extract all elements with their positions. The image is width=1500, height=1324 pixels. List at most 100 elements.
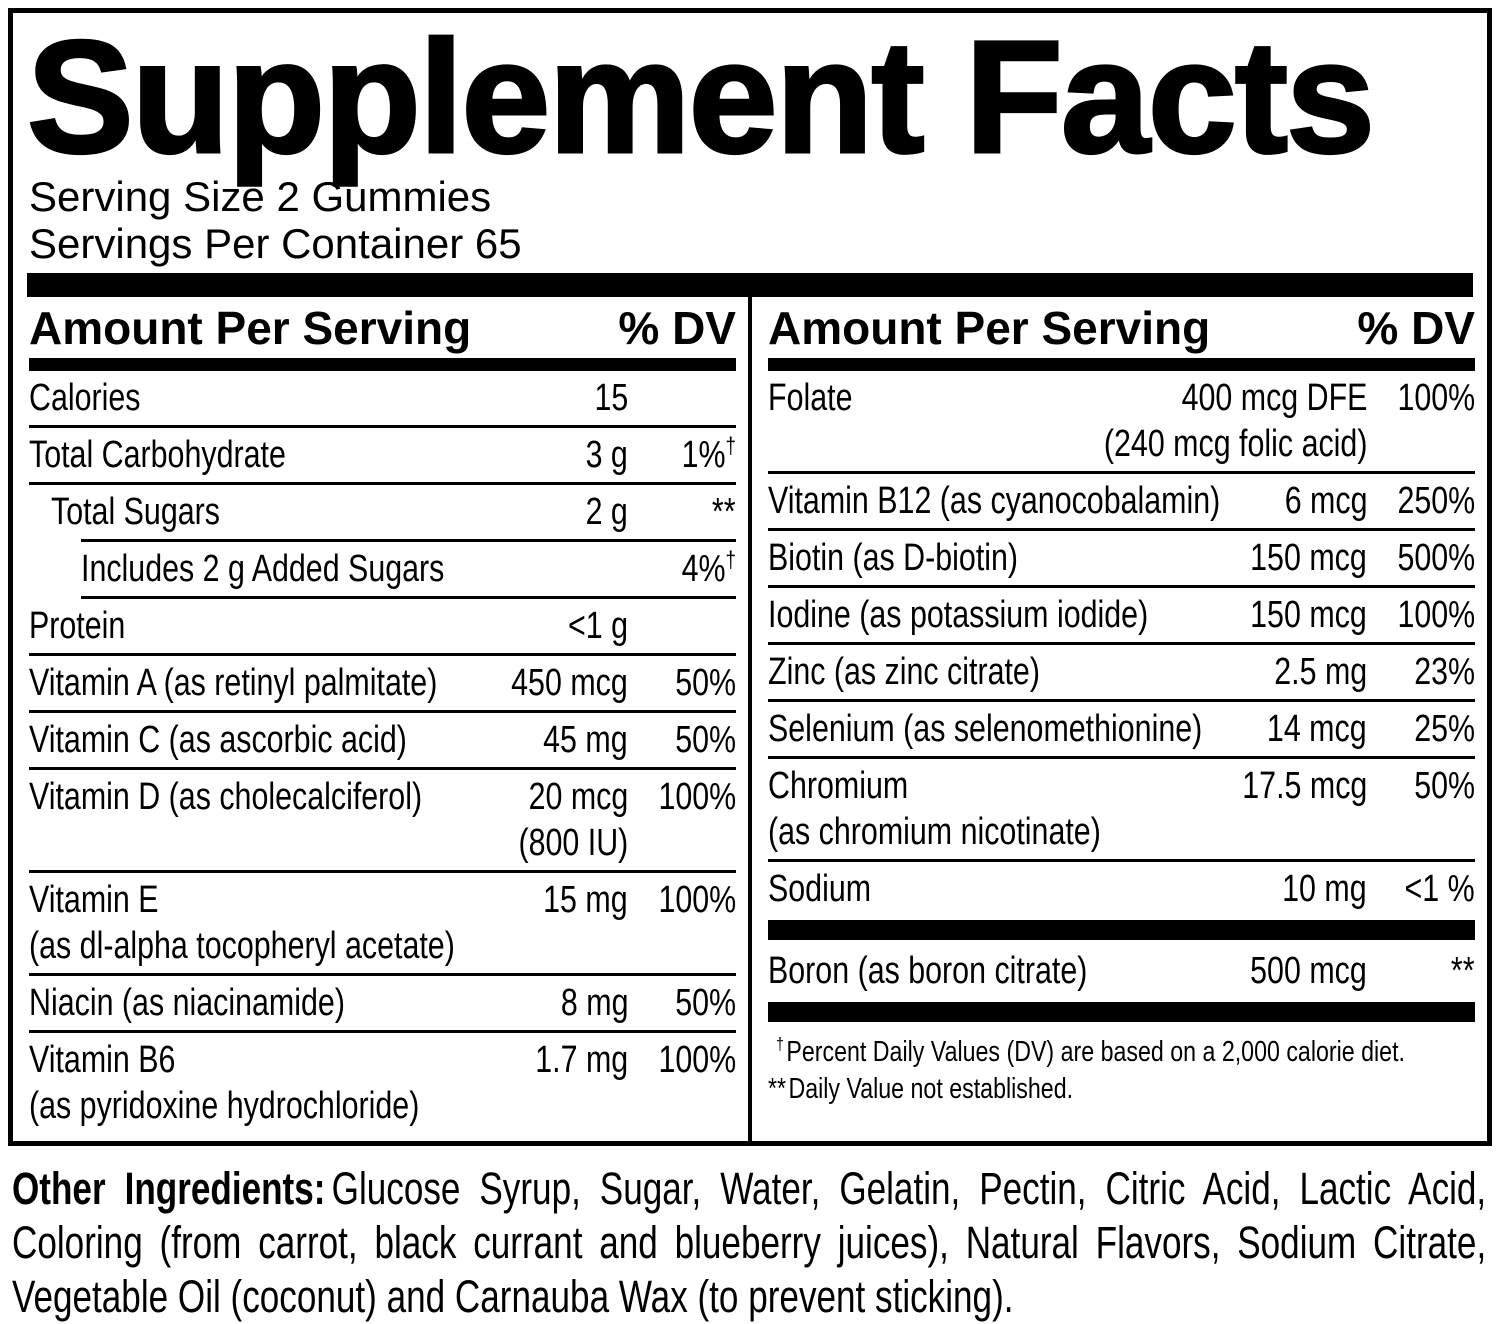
nutrient-dv: 50%: [1414, 765, 1475, 807]
row-vitamin-b12: Vitamin B12 (as cyanocobalamin) 6 mcg 25…: [768, 474, 1475, 528]
row-protein: Protein <1 g: [29, 599, 736, 653]
row-folate: Folate 400 mcg DFE (240 mcg folic acid) …: [768, 371, 1475, 471]
row-divider: [768, 756, 1475, 759]
row-vitamin-c: Vitamin C (as ascorbic acid) 45 mg 50%: [29, 713, 736, 767]
nutrient-amount: 500 mcg: [1250, 950, 1367, 992]
row-sodium: Sodium 10 mg <1 %: [768, 862, 1475, 916]
nutrient-amount: 10 mg: [1282, 868, 1368, 910]
nutrient-name: Biotin (as D-biotin): [768, 537, 1019, 579]
nutrient-amount: 6 mcg: [1284, 480, 1367, 522]
nutrient-dv: 50%: [675, 982, 736, 1024]
nutrient-name: Total Carbohydrate: [29, 434, 286, 476]
nutrient-amount: 14 mcg: [1267, 708, 1367, 750]
top-section-bar: [27, 273, 1473, 297]
nutrient-amount: 15: [594, 377, 628, 419]
nutrient-name: Niacin (as niacinamide): [29, 982, 345, 1024]
amount-per-serving-label: Amount Per Serving: [768, 302, 1211, 354]
row-divider: [768, 642, 1475, 645]
nutrient-dv: 100%: [658, 1039, 736, 1081]
nutrient-dv: 100%: [1397, 377, 1475, 419]
dv-label: % DV: [1357, 302, 1475, 354]
row-added-sugars: Includes 2 g Added Sugars 4%†: [29, 542, 736, 596]
nutrient-dv: 100%: [1397, 594, 1475, 636]
nutrient-amount: 150 mcg: [1250, 537, 1367, 579]
row-total-carbohydrate: Total Carbohydrate 3 g 1%†: [29, 428, 736, 482]
row-calories: Calories 15: [29, 371, 736, 425]
panel-title: Supplement Facts: [26, 7, 1377, 186]
nutrient-amount: 8 mg: [560, 982, 628, 1024]
nutrient-name: Zinc (as zinc citrate): [768, 651, 1040, 693]
nutrient-dv: 50%: [675, 719, 736, 761]
other-ingredients: Other Ingredients: Glucose Syrup, Sugar, …: [12, 1162, 1486, 1324]
nutrient-amount: 450 mcg: [511, 662, 628, 704]
nutrient-dv: **: [1451, 950, 1475, 992]
column-left: Amount Per Serving % DV Calories 15: [13, 297, 748, 1141]
row-divider: [768, 699, 1475, 702]
nutrient-name-detail: (as chromium nicotinate): [768, 811, 1101, 853]
row-divider: [29, 425, 736, 428]
supplement-facts-panel: Supplement Facts Serving Size 2 Gummies …: [8, 8, 1492, 1146]
nutrient-name: Vitamin C (as ascorbic acid): [29, 719, 407, 761]
column-right: Amount Per Serving % DV Folate 400 mcg D…: [748, 297, 1487, 1141]
facts-columns: Amount Per Serving % DV Calories 15: [13, 297, 1487, 1141]
nutrient-amount: 400 mcg DFE: [1181, 377, 1367, 419]
nutrient-amount: 20 mcg: [528, 776, 628, 818]
row-biotin: Biotin (as D-biotin) 150 mcg 500%: [768, 531, 1475, 585]
nutrient-dv: 50%: [675, 662, 736, 704]
nutrient-amount: 17.5 mcg: [1241, 765, 1367, 807]
row-vitamin-b6: Vitamin B6 1.7 mg 100% (as pyridoxine hy…: [29, 1033, 736, 1133]
nutrient-dv: 4%†: [681, 546, 736, 590]
row-divider: [29, 653, 736, 656]
row-divider: [768, 528, 1475, 531]
row-divider: [29, 870, 736, 873]
footnotes: †Percent Daily Values (DV) are based on …: [768, 1034, 1464, 1108]
row-iodine: Iodine (as potassium iodide) 150 mcg 100…: [768, 588, 1475, 642]
serving-info: Serving Size 2 Gummies Servings Per Cont…: [29, 173, 1487, 267]
nutrient-name: Boron (as boron citrate): [768, 950, 1088, 992]
row-divider: [29, 710, 736, 713]
nutrient-dv: **: [712, 491, 736, 533]
nutrient-amount: 2 g: [585, 491, 628, 533]
nutrient-name: Total Sugars: [51, 491, 220, 533]
nutrient-amount: 1.7 mg: [535, 1039, 628, 1081]
row-divider: [81, 596, 736, 599]
nutrient-name-detail: (as dl-alpha tocopheryl acetate): [29, 925, 455, 967]
nutrient-name: Vitamin A (as retinyl palmitate): [29, 662, 438, 704]
row-divider: [768, 471, 1475, 474]
servings-per-container-line: Servings Per Container 65: [29, 220, 522, 267]
nutrient-amount: 3 g: [585, 434, 628, 476]
nutrient-dv: 250%: [1397, 480, 1475, 522]
nutrient-name: Selenium (as selenomethionine): [768, 708, 1203, 750]
nutrient-name: Vitamin B12 (as cyanocobalamin): [768, 480, 1221, 522]
supplement-label: Supplement Facts Serving Size 2 Gummies …: [0, 8, 1500, 1322]
nutrient-name: Sodium: [768, 868, 872, 910]
serving-size-line: Serving Size 2 Gummies: [29, 173, 492, 220]
column-header-right: Amount Per Serving % DV: [768, 297, 1475, 358]
footnote-dagger: †Percent Daily Values (DV) are based on …: [776, 1034, 1405, 1068]
nutrient-name: Vitamin B6: [29, 1039, 176, 1081]
amount-per-serving-label: Amount Per Serving: [29, 302, 472, 354]
row-chromium: Chromium 17.5 mcg 50% (as chromium nicot…: [768, 759, 1475, 859]
nutrient-dv: 100%: [658, 879, 736, 921]
nutrient-amount: 15 mg: [543, 879, 629, 921]
nutrient-dv: 25%: [1414, 708, 1475, 750]
nutrient-dv: 1%†: [681, 432, 736, 476]
nutrient-dv: 100%: [658, 776, 736, 818]
row-vitamin-a: Vitamin A (as retinyl palmitate) 450 mcg…: [29, 656, 736, 710]
row-boron: Boron (as boron citrate) 500 mcg **: [768, 944, 1475, 998]
nutrient-name: Folate: [768, 377, 853, 419]
nutrient-name: Calories: [29, 377, 141, 419]
nutrient-amount: 150 mcg: [1250, 594, 1367, 636]
row-selenium: Selenium (as selenomethionine) 14 mcg 25…: [768, 702, 1475, 756]
row-divider: [29, 1030, 736, 1033]
section-bar: [768, 1002, 1475, 1022]
nutrient-amount: <1 g: [567, 605, 628, 647]
nutrient-name: Iodine (as potassium iodide): [768, 594, 1149, 636]
nutrient-amount: 45 mg: [543, 719, 629, 761]
section-bar: [768, 920, 1475, 940]
nutrient-name-detail: (as pyridoxine hydrochloride): [29, 1085, 420, 1127]
nutrient-name: Chromium: [768, 765, 909, 807]
nutrient-amount-alt: (800 IU): [518, 822, 628, 864]
row-zinc: Zinc (as zinc citrate) 2.5 mg 23%: [768, 645, 1475, 699]
row-vitamin-e: Vitamin E 15 mg 100% (as dl-alpha tocoph…: [29, 873, 736, 973]
